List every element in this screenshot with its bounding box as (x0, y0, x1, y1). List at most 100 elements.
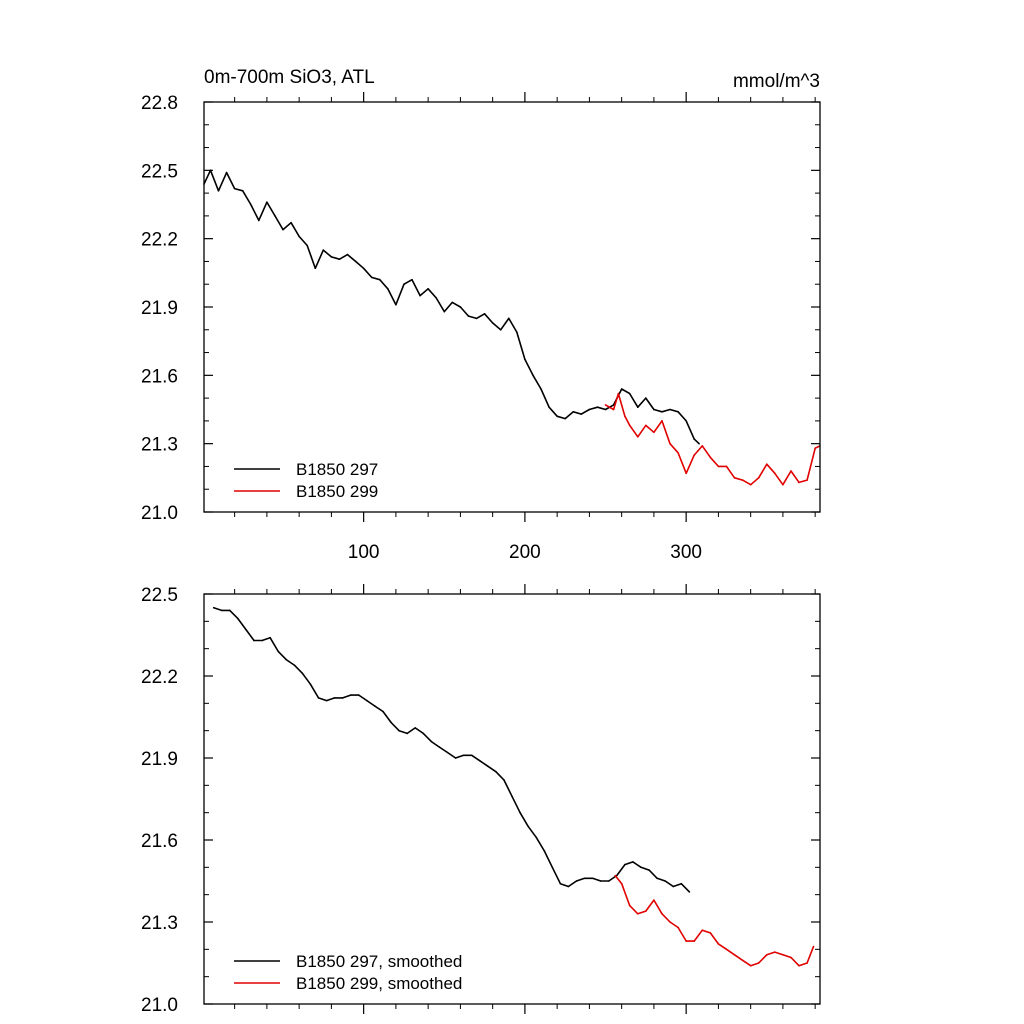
data-point-b1850-297 (387, 288, 389, 290)
y-tick-label: 21.6 (141, 366, 178, 387)
data-point-b1850-297 (282, 228, 284, 231)
y-tick-label: 21.6 (141, 831, 178, 852)
data-point-b1850-297-smoothed (382, 710, 384, 713)
data-point-b1850-297-smoothed (341, 697, 344, 699)
data-point-b1850-299 (766, 463, 768, 466)
data-point-b1850-297 (572, 411, 575, 413)
data-point-b1850-297 (209, 169, 212, 172)
data-point-b1850-297-smoothed (261, 639, 263, 642)
data-point-b1850-297-smoothed (656, 877, 658, 880)
data-point-b1850-297 (669, 408, 671, 411)
data-point-b1850-299 (645, 424, 647, 427)
data-point-b1850-299 (637, 436, 639, 438)
data-point-b1850-297 (233, 187, 236, 190)
data-point-b1850-299 (604, 404, 607, 406)
data-point-b1850-297 (661, 411, 663, 413)
data-point-b1850-297-smoothed (406, 732, 409, 735)
data-point-b1850-297-smoothed (212, 606, 215, 609)
data-point-b1850-297 (637, 406, 639, 409)
data-point-b1850-299 (717, 465, 720, 468)
data-point-b1850-299 (612, 408, 615, 411)
bottom-chart-panel: 21.0 21.3 21.6 21.9 22.2 22.5 B1850 297, smoo… (141, 584, 821, 1016)
data-point-b1850-297 (379, 278, 381, 281)
data-point-b1850-297 (241, 190, 244, 192)
data-point-b1850-299-smoothed (653, 899, 655, 901)
data-point-b1850-297 (306, 244, 309, 247)
data-point-b1850-297 (548, 406, 550, 409)
data-point-b1850-299 (617, 392, 620, 395)
data-point-b1850-297-smoothed (519, 811, 521, 814)
data-point-b1850-299-smoothed (685, 940, 687, 942)
series-line-b1850-297-smoothed (213, 606, 690, 893)
data-point-b1850-297 (645, 397, 647, 399)
data-point-b1850-297 (419, 294, 421, 297)
data-point-b1850-297-smoothed (478, 759, 481, 762)
data-point-b1850-299 (701, 445, 704, 447)
data-point-b1850-297-smoothed (551, 866, 554, 869)
data-point-b1850-297 (499, 329, 502, 331)
data-point-b1850-297-smoothed (220, 609, 223, 612)
data-point-b1850-299 (798, 481, 800, 484)
data-point-b1850-297-smoothed (398, 729, 400, 732)
data-point-b1850-299-smoothed (717, 943, 720, 945)
data-point-b1850-297-smoothed (422, 732, 425, 735)
data-point-b1850-297 (483, 313, 486, 315)
data-point-b1850-297 (467, 315, 470, 317)
data-point-b1850-299 (693, 454, 695, 456)
data-point-b1850-297-smoothed (487, 765, 489, 767)
data-point-b1850-297-smoothed (664, 880, 666, 882)
data-point-b1850-299 (653, 431, 655, 434)
data-point-b1850-297-smoothed (567, 885, 570, 888)
data-point-b1850-297-smoothed (446, 751, 449, 754)
data-point-b1850-299-smoothed (798, 964, 800, 967)
data-point-b1850-297 (314, 267, 317, 270)
data-point-b1850-297 (612, 404, 615, 406)
data-point-b1850-297 (274, 215, 276, 217)
data-point-b1850-299 (782, 483, 784, 486)
data-point-b1850-297 (330, 256, 333, 258)
data-point-b1850-297 (258, 219, 260, 222)
data-point-b1850-297-smoothed (640, 866, 642, 869)
data-point-b1850-299 (661, 420, 663, 422)
data-point-b1850-299 (806, 479, 808, 481)
data-point-b1850-299 (624, 415, 626, 418)
data-point-b1850-297-smoothed (301, 672, 304, 675)
data-point-b1850-297 (217, 190, 220, 192)
data-point-b1850-297 (556, 415, 558, 418)
top-chart-frame (203, 101, 821, 513)
data-point-b1850-297 (298, 235, 300, 238)
data-point-b1850-299-smoothed (790, 956, 792, 959)
data-point-b1850-297-smoothed (672, 885, 675, 888)
data-point-b1850-297-smoothed (269, 636, 271, 639)
data-point-b1850-297 (677, 411, 679, 413)
y-tick-label: 21.3 (141, 913, 178, 934)
data-point-b1850-297-smoothed (511, 795, 513, 798)
data-point-b1850-299-smoothed (757, 962, 760, 964)
data-point-b1850-299 (757, 477, 760, 479)
y-tick-label: 22.2 (141, 230, 178, 251)
data-point-b1850-297 (524, 358, 526, 361)
data-point-b1850-297-smoothed (527, 825, 529, 828)
top-chart-panel: 0m-700m SiO3, ATL mmol/m^3 21.021.321.62… (141, 67, 821, 563)
data-point-b1850-297 (290, 221, 292, 224)
data-point-b1850-299 (790, 470, 792, 472)
data-point-b1850-297 (564, 417, 566, 420)
data-point-b1850-297 (698, 442, 700, 445)
data-point-b1850-297-smoothed (349, 694, 352, 696)
data-point-b1850-297 (628, 392, 631, 395)
data-point-b1850-297-smoothed (454, 757, 457, 759)
data-point-b1850-297 (362, 267, 365, 270)
data-point-b1850-297 (346, 253, 349, 256)
data-point-b1850-299-smoothed (774, 951, 776, 953)
data-point-b1850-297 (411, 278, 413, 281)
data-point-b1850-297-smoothed (293, 664, 296, 666)
data-point-b1850-297 (604, 408, 607, 411)
data-point-b1850-299-smoothed (677, 926, 679, 929)
data-point-b1850-299 (669, 442, 671, 445)
data-point-b1850-297 (693, 438, 695, 440)
series-line-b1850-297 (203, 169, 700, 445)
data-point-b1850-297-smoothed (333, 697, 336, 699)
data-point-b1850-297 (540, 388, 542, 390)
data-point-b1850-297 (685, 420, 687, 422)
